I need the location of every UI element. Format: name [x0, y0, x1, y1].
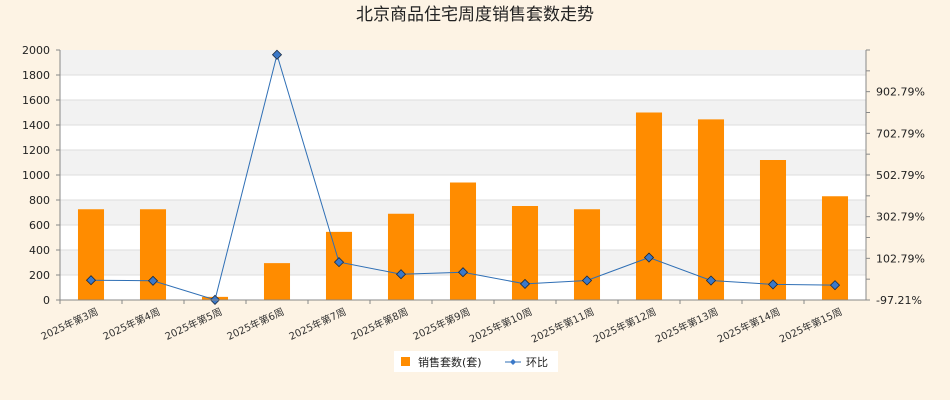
y-left-tick-label: 2000 — [22, 44, 50, 57]
line-point — [85, 275, 97, 286]
bar — [697, 119, 725, 300]
legend-label-bar: 销售套数(套) — [418, 355, 482, 369]
y-left-tick-label: 800 — [29, 194, 50, 207]
y-left-tick-label: 1600 — [22, 94, 50, 107]
y-left-tick-label: 600 — [29, 219, 50, 232]
bar — [263, 263, 291, 300]
bar — [759, 160, 787, 300]
y-right-tick-label: -97.21% — [876, 294, 922, 307]
legend-box — [394, 351, 558, 372]
bar — [635, 112, 663, 300]
y-right-tick-label: 702.79% — [876, 127, 925, 140]
bar — [139, 209, 167, 300]
line-point — [271, 49, 283, 60]
line-point — [147, 275, 159, 286]
line-point — [333, 257, 345, 268]
plot-band — [60, 150, 866, 175]
plot-band — [60, 125, 866, 150]
y-left-tick-label: 200 — [29, 269, 50, 282]
y-left-tick-label: 1800 — [22, 69, 50, 82]
line-point — [581, 275, 593, 286]
y-left-tick-label: 1200 — [22, 144, 50, 157]
line-point — [457, 267, 469, 278]
y-left-tick-label: 1400 — [22, 119, 50, 132]
plot-band — [60, 100, 866, 125]
plot-band — [60, 75, 866, 100]
y-right-tick-label: 502.79% — [876, 169, 925, 182]
line-point — [829, 280, 841, 291]
bar — [449, 182, 477, 300]
line-point — [705, 275, 717, 286]
line-point — [643, 252, 655, 263]
line-point — [395, 269, 407, 280]
plot-band — [60, 50, 866, 75]
legend-swatch-bar — [401, 357, 410, 366]
line-point — [767, 279, 779, 290]
legend-label-line: 环比 — [526, 356, 548, 369]
bar — [77, 209, 105, 300]
y-right-tick-label: 302.79% — [876, 211, 925, 224]
y-left-tick-label: 400 — [29, 244, 50, 257]
line-point — [519, 278, 531, 289]
bar — [387, 213, 415, 300]
bar — [573, 209, 601, 300]
y-right-tick-label: 902.79% — [876, 86, 925, 99]
legend-swatch-marker — [510, 359, 516, 365]
y-left-tick-label: 0 — [43, 294, 50, 307]
y-left-tick-label: 1000 — [22, 169, 50, 182]
y-right-tick-label: 102.79% — [876, 252, 925, 265]
legend: 销售套数(套) 环比 — [394, 351, 558, 372]
chart-title: 北京商品住宅周度销售套数走势 — [356, 5, 594, 25]
